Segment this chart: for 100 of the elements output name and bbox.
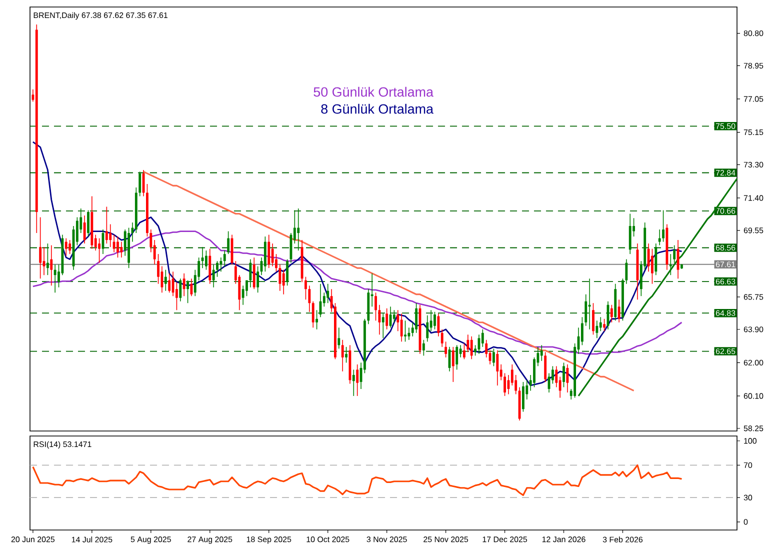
candlestick: [437, 313, 440, 337]
candlestick: [382, 313, 384, 339]
candlestick: [175, 282, 178, 311]
candlestick: [278, 264, 282, 292]
candlestick: [316, 310, 318, 330]
candlestick: [326, 283, 330, 304]
candlestick: [562, 362, 565, 388]
candlestick: [422, 339, 425, 356]
candlestick: [220, 257, 222, 272]
candlestick: [386, 308, 388, 330]
candlestick: [50, 244, 53, 286]
candlestick: [352, 369, 355, 396]
candlestick: [54, 264, 56, 293]
candlestick: [223, 250, 226, 267]
candlestick: [179, 278, 182, 302]
candlestick: [312, 300, 314, 328]
candlestick: [504, 372, 506, 396]
candlestick: [286, 258, 289, 286]
candlestick: [256, 266, 260, 293]
candlestick: [304, 276, 307, 300]
candlestick: [190, 278, 193, 296]
candlestick: [138, 171, 142, 197]
candlestick: [120, 241, 123, 258]
candlestick: [440, 328, 444, 348]
candlestick: [533, 357, 536, 388]
candlestick: [434, 311, 436, 330]
candlestick: [426, 314, 429, 342]
candlestick: [400, 313, 403, 342]
candlestick: [522, 382, 524, 412]
candlestick: [356, 364, 359, 396]
candlestick: [105, 206, 108, 244]
candlestick: [408, 327, 410, 340]
candlestick: [596, 320, 598, 339]
line-series: [578, 178, 738, 397]
candlestick: [112, 234, 116, 253]
candlestick: [610, 304, 613, 323]
candlestick: [415, 302, 418, 334]
candlestick: [168, 272, 171, 293]
candlestick: [308, 285, 311, 312]
candlestick: [204, 250, 208, 270]
candlestick: [246, 280, 248, 296]
candlestick: [282, 269, 285, 295]
candlestick: [544, 352, 547, 382]
candlestick: [182, 272, 186, 296]
text: 8 Günlük Ortalama: [321, 104, 434, 114]
candlestick: [268, 234, 270, 268]
candlestick: [496, 350, 499, 386]
candlestick: [628, 213, 632, 254]
candlestick: [374, 292, 377, 322]
candlestick: [470, 336, 473, 360]
candlestick: [662, 210, 664, 242]
candlestick: [485, 339, 488, 358]
candlestick: [392, 310, 396, 323]
candlestick: [186, 280, 189, 304]
candlestick: [338, 327, 340, 350]
candlestick: [271, 243, 274, 267]
line-series: [142, 170, 635, 392]
candlestick: [669, 254, 672, 276]
candlestick: [555, 366, 558, 388]
candlestick: [98, 238, 101, 264]
candlestick: [249, 258, 252, 288]
candlestick: [540, 344, 543, 362]
candlestick: [618, 299, 620, 323]
candlestick: [227, 230, 230, 254]
candlestick: [68, 240, 72, 254]
candlestick: [297, 208, 300, 251]
candlestick: [673, 244, 676, 264]
candlestick: [83, 215, 86, 244]
candlestick: [46, 243, 49, 276]
candlestick: [157, 254, 160, 284]
candlestick: [109, 224, 112, 248]
candlestick: [492, 348, 495, 367]
candlestick: [599, 316, 602, 332]
candlestick: [452, 346, 454, 382]
candlestick: [603, 318, 606, 332]
candlestick: [647, 243, 650, 272]
candlestick: [164, 269, 167, 292]
candlestick: [87, 210, 90, 237]
candlestick: [345, 346, 348, 364]
candlestick: [651, 248, 654, 284]
candlestick: [39, 216, 42, 279]
candlestick: [378, 304, 381, 336]
candlestick: [592, 302, 594, 336]
candlestick: [212, 264, 215, 288]
candlestick: [252, 257, 256, 290]
candlestick: [625, 258, 628, 284]
candlestick: [116, 236, 119, 258]
candlestick: [584, 294, 588, 326]
candlestick: [341, 339, 344, 372]
candlestick: [142, 170, 145, 197]
candlestick: [481, 328, 484, 348]
candlestick: [466, 334, 470, 353]
candlestick: [456, 344, 458, 370]
text: 50 Günlük Ortalama: [314, 86, 434, 97]
candlestick: [463, 343, 466, 360]
candlestick: [580, 316, 584, 346]
candlestick: [64, 238, 68, 256]
candlestick: [658, 229, 661, 246]
candlestick: [566, 364, 569, 393]
candlestick: [216, 260, 218, 278]
